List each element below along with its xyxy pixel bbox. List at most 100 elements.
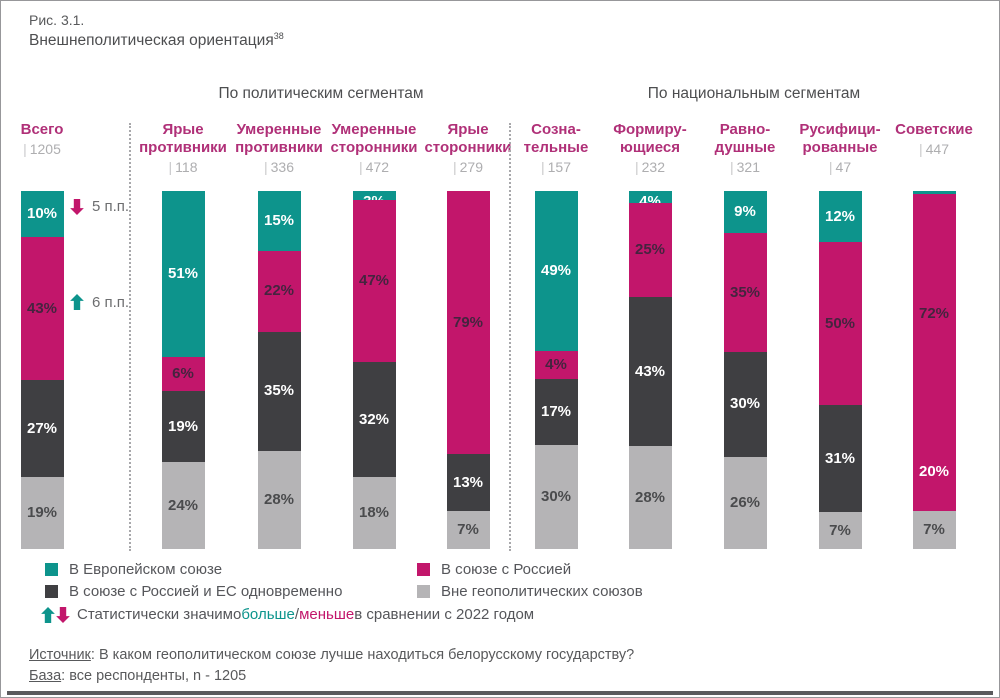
bar-segment-russia: 72% bbox=[912, 194, 956, 434]
source-label: Источник bbox=[29, 647, 91, 663]
column-label: Ярые противники bbox=[139, 121, 227, 156]
legend-item: Вне геополитических союзов bbox=[417, 583, 643, 600]
bar-segment-russia: 4% bbox=[534, 351, 578, 379]
segment-label: 27% bbox=[26, 419, 58, 437]
stacked-bar: 49% 4% 17% 30% bbox=[534, 191, 578, 550]
significance-arrows bbox=[41, 606, 70, 623]
down-arrow-icon bbox=[56, 606, 70, 623]
column-label: Формиру-ющиеся bbox=[613, 121, 687, 156]
count-pipe: | bbox=[264, 159, 268, 175]
segment-label: 17% bbox=[540, 402, 572, 420]
legend: В Европейском союзе В союзе с Россией В со… bbox=[41, 561, 643, 623]
section-title-political: По политическим сегментам bbox=[218, 85, 424, 102]
column-label: Равно-душные bbox=[714, 121, 776, 156]
significance-note: Статистически значимо больше / меньше в … bbox=[41, 606, 643, 623]
change-annotation: 5 п.п. bbox=[70, 198, 129, 215]
count-value: 232 bbox=[641, 159, 665, 175]
column-count: | 447 bbox=[878, 141, 990, 157]
column-label: Умеренные сторонники bbox=[330, 121, 418, 156]
stacked-bar: 1%72%20%7% bbox=[912, 191, 956, 549]
segment-label: 20% bbox=[918, 463, 950, 481]
figure-title-text: Внешнеполитическая ориентация bbox=[29, 32, 274, 50]
column-header: Созна-тельные | 157 bbox=[500, 121, 612, 175]
count-pipe: | bbox=[359, 159, 363, 175]
column-header: Равно-душные | 321 bbox=[689, 121, 801, 175]
segment-label: 19% bbox=[26, 503, 58, 521]
column-count: | 157 bbox=[500, 159, 612, 175]
bar-segment-eu: 3% bbox=[352, 191, 396, 210]
column-header: Умеренные противники | 336 bbox=[223, 121, 335, 175]
column-count: | 118 bbox=[127, 159, 239, 175]
bar-segment-both: 27% bbox=[20, 380, 64, 477]
segment-label: 18% bbox=[358, 504, 390, 522]
segment-label: 49% bbox=[540, 262, 572, 280]
bar-segment-both: 30% bbox=[723, 352, 767, 457]
legend-label: В Европейском союзе bbox=[69, 561, 223, 578]
stacked-bar: 79% 13% 7% bbox=[446, 191, 490, 549]
segment-column: Созна-тельные | 157 49% 4% 17% 30% bbox=[500, 121, 612, 550]
bar-segment-russia: 6% bbox=[161, 356, 205, 391]
count-value: 47 bbox=[835, 159, 852, 175]
base-label: База bbox=[29, 668, 62, 684]
column-header: Умеренные сторонники | 472 bbox=[318, 121, 430, 175]
annotation-text: 5 п.п. bbox=[92, 198, 130, 216]
column-header: Ярые сторонники | 279 bbox=[412, 121, 524, 175]
column-label: Русифици-рованные bbox=[799, 121, 881, 156]
bar-segment-eu: 9% bbox=[723, 191, 767, 234]
segment-column: Равно-душные | 321 9% 35% 30% 26% bbox=[689, 121, 801, 549]
count-value: 118 bbox=[175, 159, 198, 175]
bar-segment-none: 7% bbox=[446, 511, 490, 549]
note-less: меньше bbox=[299, 606, 355, 623]
stacked-bar: 51% 6% 19% 24% bbox=[161, 191, 205, 549]
count-value: 321 bbox=[736, 159, 760, 175]
count-pipe: | bbox=[828, 159, 833, 175]
bar-segment-both: 43% bbox=[628, 296, 672, 447]
note-prefix: Статистически значимо bbox=[77, 606, 242, 623]
column-count: | 47 bbox=[784, 159, 896, 175]
segment-label: 35% bbox=[263, 382, 295, 400]
segment-label: 6% bbox=[172, 364, 194, 382]
legend-item: В Европейском союзе bbox=[45, 561, 417, 578]
segment-column: Умеренные противники | 336 15% 22% 35% 28% bbox=[223, 121, 335, 549]
bar-segment-none: 24% bbox=[161, 462, 205, 549]
bar-segment-eu: 4% bbox=[628, 191, 672, 210]
segment-label: 19% bbox=[167, 417, 199, 435]
column-count: | 232 bbox=[594, 159, 706, 175]
segment-column: Русифици-рованные | 47 12% 50% 31% 7% bbox=[784, 121, 896, 549]
column-label: Созна-тельные bbox=[523, 121, 589, 156]
segment-label: 72% bbox=[918, 304, 950, 322]
bar-segment-eu: 10% bbox=[20, 191, 64, 237]
count-value: 447 bbox=[925, 141, 949, 157]
figure-label: Рис. 3.1. bbox=[29, 12, 85, 28]
count-pipe: | bbox=[730, 159, 734, 175]
count-value: 1205 bbox=[29, 141, 61, 157]
segment-label: 43% bbox=[634, 362, 666, 380]
figure-title: Внешнеполитическая ориентация38 bbox=[29, 31, 284, 50]
section-title-national: По национальным сегментам bbox=[647, 85, 861, 102]
bar-segment-eu: 12% bbox=[818, 191, 862, 243]
segment-label: 13% bbox=[452, 473, 484, 491]
count-value: 157 bbox=[547, 159, 571, 175]
legend-swatch bbox=[417, 563, 430, 576]
segment-column: Ярые противники | 118 51% 6% 19% 24% bbox=[127, 121, 239, 549]
segment-label: 43% bbox=[26, 299, 58, 317]
note-more: больше bbox=[241, 606, 295, 623]
segment-label: 47% bbox=[358, 272, 390, 290]
segment-label: 25% bbox=[634, 241, 666, 259]
bar-segment-russia: 35% bbox=[723, 233, 767, 353]
stacked-bar: 10% 43% 27% 19% bbox=[20, 191, 64, 550]
bar-segment-none: 30% bbox=[534, 444, 578, 550]
column-count: | 321 bbox=[689, 159, 801, 175]
column-header: Советские | 447 bbox=[878, 121, 990, 157]
legend-label: В союзе с Россией и ЕС одновременно bbox=[69, 583, 343, 600]
bar-segment-none: 26% bbox=[723, 456, 767, 549]
bar-segment-russia: 43% bbox=[20, 236, 64, 381]
legend-swatch bbox=[45, 585, 58, 598]
note-suffix: в сравнении с 2022 годом bbox=[354, 606, 535, 623]
column-label: Ярые сторонники bbox=[424, 121, 512, 156]
bar-segment-russia: 47% bbox=[352, 200, 396, 362]
column-count: | 1205 bbox=[1, 141, 98, 157]
segment-label: 30% bbox=[540, 487, 572, 505]
